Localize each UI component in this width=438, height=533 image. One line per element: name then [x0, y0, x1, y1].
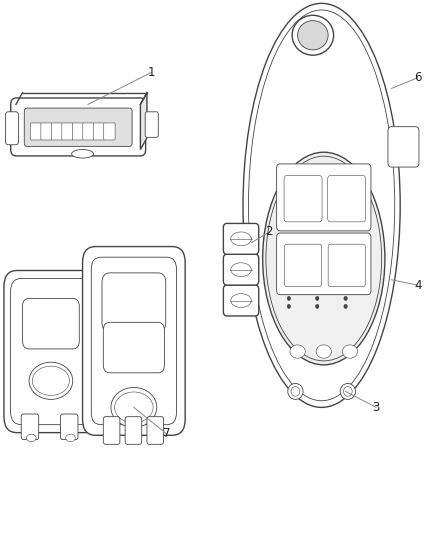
Ellipse shape [248, 10, 395, 401]
FancyBboxPatch shape [62, 123, 73, 140]
FancyBboxPatch shape [11, 278, 91, 425]
Ellipse shape [26, 434, 36, 442]
FancyBboxPatch shape [277, 233, 371, 295]
FancyBboxPatch shape [103, 417, 120, 445]
Ellipse shape [263, 152, 385, 365]
FancyBboxPatch shape [24, 108, 132, 147]
Ellipse shape [316, 345, 332, 358]
FancyBboxPatch shape [328, 244, 365, 287]
Text: 3: 3 [372, 401, 380, 414]
Ellipse shape [340, 383, 356, 399]
FancyBboxPatch shape [21, 414, 39, 440]
FancyBboxPatch shape [104, 123, 115, 140]
Ellipse shape [115, 392, 153, 423]
Ellipse shape [32, 366, 70, 395]
FancyBboxPatch shape [93, 123, 105, 140]
Ellipse shape [297, 21, 328, 50]
FancyBboxPatch shape [223, 223, 259, 254]
Ellipse shape [72, 150, 93, 158]
FancyBboxPatch shape [51, 123, 63, 140]
Text: 4: 4 [414, 279, 421, 292]
Ellipse shape [231, 263, 251, 277]
Ellipse shape [287, 304, 290, 309]
Ellipse shape [287, 296, 290, 301]
Ellipse shape [343, 386, 352, 396]
FancyBboxPatch shape [4, 270, 98, 433]
Text: 2: 2 [265, 225, 273, 238]
FancyBboxPatch shape [277, 164, 371, 231]
Ellipse shape [130, 281, 138, 291]
Ellipse shape [315, 304, 319, 309]
Ellipse shape [243, 3, 400, 407]
Ellipse shape [344, 304, 347, 309]
Text: 1: 1 [148, 66, 155, 79]
FancyBboxPatch shape [60, 414, 78, 440]
FancyBboxPatch shape [328, 175, 366, 222]
FancyBboxPatch shape [147, 417, 163, 445]
Ellipse shape [292, 15, 334, 55]
FancyBboxPatch shape [125, 417, 142, 445]
FancyBboxPatch shape [284, 175, 322, 222]
Ellipse shape [266, 156, 381, 361]
Ellipse shape [42, 303, 50, 312]
FancyBboxPatch shape [83, 123, 94, 140]
FancyBboxPatch shape [145, 112, 158, 138]
FancyBboxPatch shape [41, 123, 52, 140]
Polygon shape [141, 93, 147, 150]
Ellipse shape [344, 296, 347, 301]
Ellipse shape [231, 232, 251, 246]
FancyBboxPatch shape [72, 123, 84, 140]
FancyBboxPatch shape [22, 298, 79, 349]
Text: 7: 7 [163, 427, 170, 440]
FancyBboxPatch shape [82, 247, 185, 435]
FancyBboxPatch shape [388, 127, 419, 167]
FancyBboxPatch shape [91, 257, 177, 425]
FancyBboxPatch shape [285, 244, 321, 287]
Ellipse shape [291, 386, 300, 396]
FancyBboxPatch shape [223, 285, 259, 316]
FancyBboxPatch shape [103, 322, 164, 373]
Ellipse shape [290, 345, 305, 358]
FancyBboxPatch shape [223, 254, 259, 285]
FancyBboxPatch shape [30, 123, 42, 140]
Ellipse shape [315, 296, 319, 301]
Ellipse shape [343, 345, 357, 358]
Text: 6: 6 [414, 71, 421, 84]
Ellipse shape [231, 294, 251, 308]
FancyBboxPatch shape [102, 273, 166, 332]
Ellipse shape [29, 362, 73, 399]
Ellipse shape [111, 387, 157, 427]
Ellipse shape [288, 383, 303, 399]
FancyBboxPatch shape [11, 98, 146, 156]
FancyBboxPatch shape [6, 112, 18, 145]
Ellipse shape [66, 434, 75, 442]
